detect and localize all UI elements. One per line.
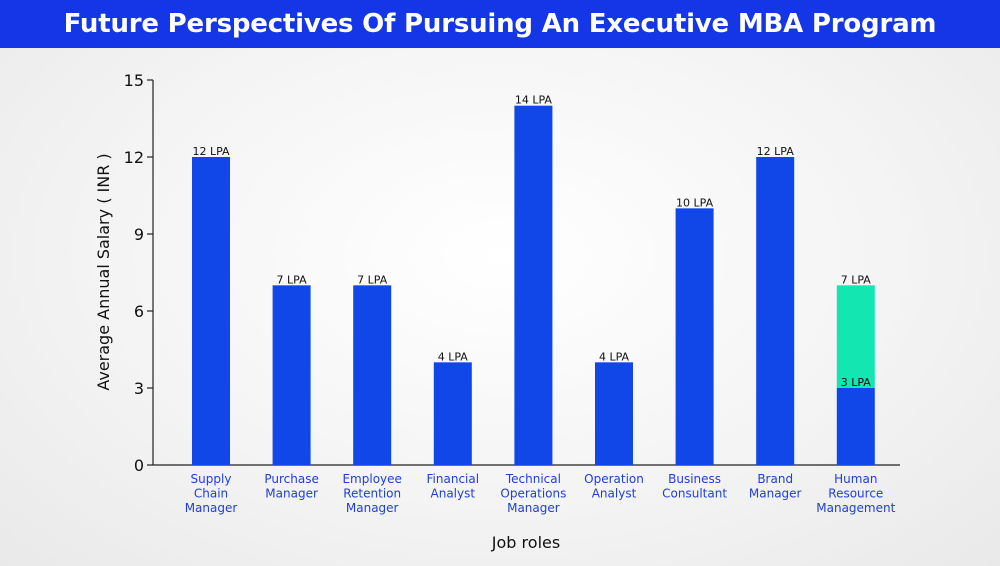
bar: [433, 362, 472, 465]
category-label: Human Resource Management: [816, 472, 895, 515]
category-label: Employee Retention Manager: [342, 472, 401, 515]
data-label: 3 LPA: [841, 376, 872, 389]
data-label: 7 LPA: [277, 273, 308, 286]
bar-chart: 0 3 6 9 12 15 12 LPA Supply Chain Manager 7 LPA Pu…: [94, 71, 900, 552]
y-tick-label: 3: [134, 379, 144, 398]
data-label: 4 LPA: [599, 350, 630, 363]
y-tick-label: 0: [134, 456, 144, 475]
data-label: 14 LPA: [515, 94, 553, 107]
category-label: Business Consultant: [662, 472, 727, 501]
bar: [675, 208, 714, 466]
x-axis-title: Job roles: [491, 533, 560, 552]
labels: 12 LPA Supply Chain Manager 7 LPA Purchase Man…: [185, 94, 896, 515]
chart-title: Future Perspectives Of Pursuing An Execu…: [63, 9, 937, 39]
bar: [192, 157, 230, 465]
bar: [353, 285, 392, 465]
data-label: 7 LPA: [357, 273, 388, 286]
data-label: 12 LPA: [192, 145, 230, 158]
category-label: Technical Operations Manager: [500, 472, 566, 515]
data-label: 7 LPA: [841, 273, 872, 286]
bars: [192, 105, 875, 466]
bar: [595, 362, 633, 465]
bar: [756, 157, 795, 465]
category-label: Operation Analyst: [584, 472, 644, 501]
y-axis-title: Average Annual Salary ( INR ): [94, 153, 113, 390]
category-label: Purchase Manager: [264, 472, 319, 501]
bar: [272, 285, 311, 465]
y-tick-label: 6: [134, 302, 144, 321]
data-label: 10 LPA: [676, 196, 714, 209]
bar: [514, 105, 553, 465]
category-label: Brand Manager: [749, 472, 802, 501]
y-tick-label: 9: [134, 225, 144, 244]
bar: [836, 388, 875, 465]
category-label: Supply Chain Manager: [185, 472, 238, 515]
title-banner: Future Perspectives Of Pursuing An Execu…: [0, 0, 1000, 48]
y-tick-label: 15: [124, 71, 144, 90]
category-label: Financial Analyst: [427, 472, 480, 501]
bar: [836, 285, 875, 388]
y-tick-label: 12: [124, 148, 144, 167]
data-label: 4 LPA: [438, 350, 469, 363]
data-label: 12 LPA: [757, 145, 795, 158]
